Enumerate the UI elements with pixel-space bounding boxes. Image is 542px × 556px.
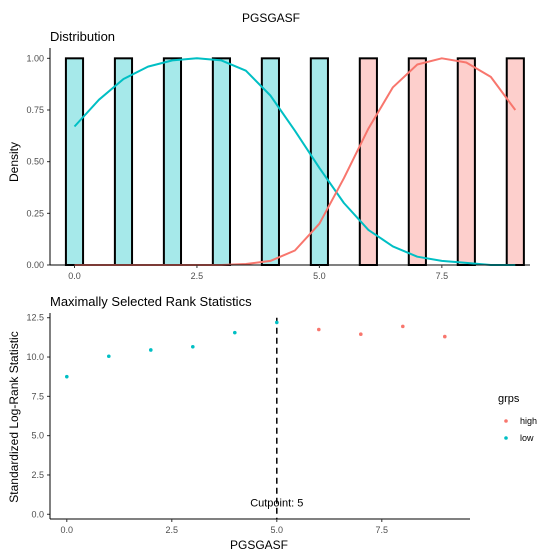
distribution-bar-low: [64, 57, 85, 267]
distribution-y-tick-label: 0.00: [26, 260, 44, 270]
distribution-density-curves: [73, 57, 517, 266]
rank-y-ticks: 0.0 2.5 5.0 7.5 10.0 12.5: [26, 313, 50, 519]
rank-statistics-ylabel: Standardized Log-Rank Statistic: [7, 331, 21, 502]
rank-statistics-title: Maximally Selected Rank Statistics: [50, 294, 252, 309]
rank-point-low: [191, 345, 195, 349]
rank-x-tick-label: 5.0: [271, 525, 284, 535]
cutpoint-label: Cutpoint: 5: [250, 497, 303, 509]
rank-x-tick-label: 2.5: [166, 525, 179, 535]
distribution-bar-high: [407, 57, 427, 267]
rank-point-low: [65, 374, 69, 379]
distribution-bar-low: [113, 57, 134, 267]
distribution-title: Distribution: [50, 29, 115, 44]
distribution-x-tick-label: 2.5: [191, 271, 204, 281]
distribution-x-ticks: 0.0 2.5 5.0 7.5: [68, 265, 448, 281]
distribution-y-tick-label: 0.50: [26, 157, 44, 167]
distribution-y-tick-label: 0.75: [26, 105, 44, 115]
distribution-bar-high: [505, 57, 525, 267]
distribution-y-ticks: 0.00 0.25 0.50 0.75 1.00: [26, 53, 50, 270]
distribution-bar-low: [162, 57, 183, 267]
distribution-bars: [64, 57, 525, 267]
legend-title: grps: [498, 393, 520, 405]
density-curve-low: [73, 57, 516, 266]
distribution-y-tick-label: 0.25: [26, 208, 44, 218]
rank-point-low: [149, 348, 153, 352]
rank-y-tick-label: 12.5: [26, 313, 44, 323]
legend-swatch-high: [504, 419, 508, 423]
page-title: PGSGASF: [242, 11, 300, 25]
rank-y-tick-label: 2.5: [31, 470, 44, 480]
distribution-bar-low: [211, 57, 232, 267]
distribution-x-tick-label: 5.0: [313, 271, 326, 281]
rank-x-tick-label: 0.0: [61, 525, 74, 535]
distribution-bar-high: [456, 57, 476, 267]
rank-point-high: [359, 332, 363, 337]
rank-point-low: [107, 354, 111, 359]
rank-x-ticks: 0.0 2.5 5.0 7.5: [61, 519, 389, 535]
rank-point-low: [233, 330, 237, 335]
legend-label-high: high: [520, 416, 537, 426]
rank-y-tick-label: 7.5: [31, 391, 44, 401]
rank-statistics-panel: Maximally Selected Rank Statistics Stand…: [7, 294, 470, 552]
distribution-x-tick-label: 7.5: [436, 271, 449, 281]
rank-y-tick-label: 0.0: [31, 509, 44, 519]
rank-x-tick-label: 7.5: [376, 525, 389, 535]
distribution-panel: Distribution Density 0.00 0.25 0.50 0.75 1.0…: [7, 29, 530, 281]
rank-y-tick-label: 10.0: [26, 352, 44, 362]
distribution-x-tick-label: 0.0: [68, 271, 81, 281]
rank-points: [65, 320, 447, 379]
rank-point-high: [401, 324, 405, 329]
rank-y-tick-label: 5.0: [31, 431, 44, 441]
distribution-bar-low: [309, 57, 329, 267]
legend-swatch-low: [504, 436, 508, 440]
rank-point-high: [317, 327, 321, 332]
density-curve-high: [74, 57, 517, 266]
rank-statistics-xlabel: PGSGASF: [230, 538, 288, 552]
distribution-ylabel: Density: [7, 142, 21, 182]
rank-point-low: [275, 320, 279, 325]
distribution-y-tick-label: 1.00: [26, 53, 44, 63]
legend: grps high low: [498, 393, 537, 443]
legend-label-low: low: [520, 433, 534, 443]
legend-items: high low: [504, 416, 537, 443]
rank-point-high: [443, 334, 447, 339]
